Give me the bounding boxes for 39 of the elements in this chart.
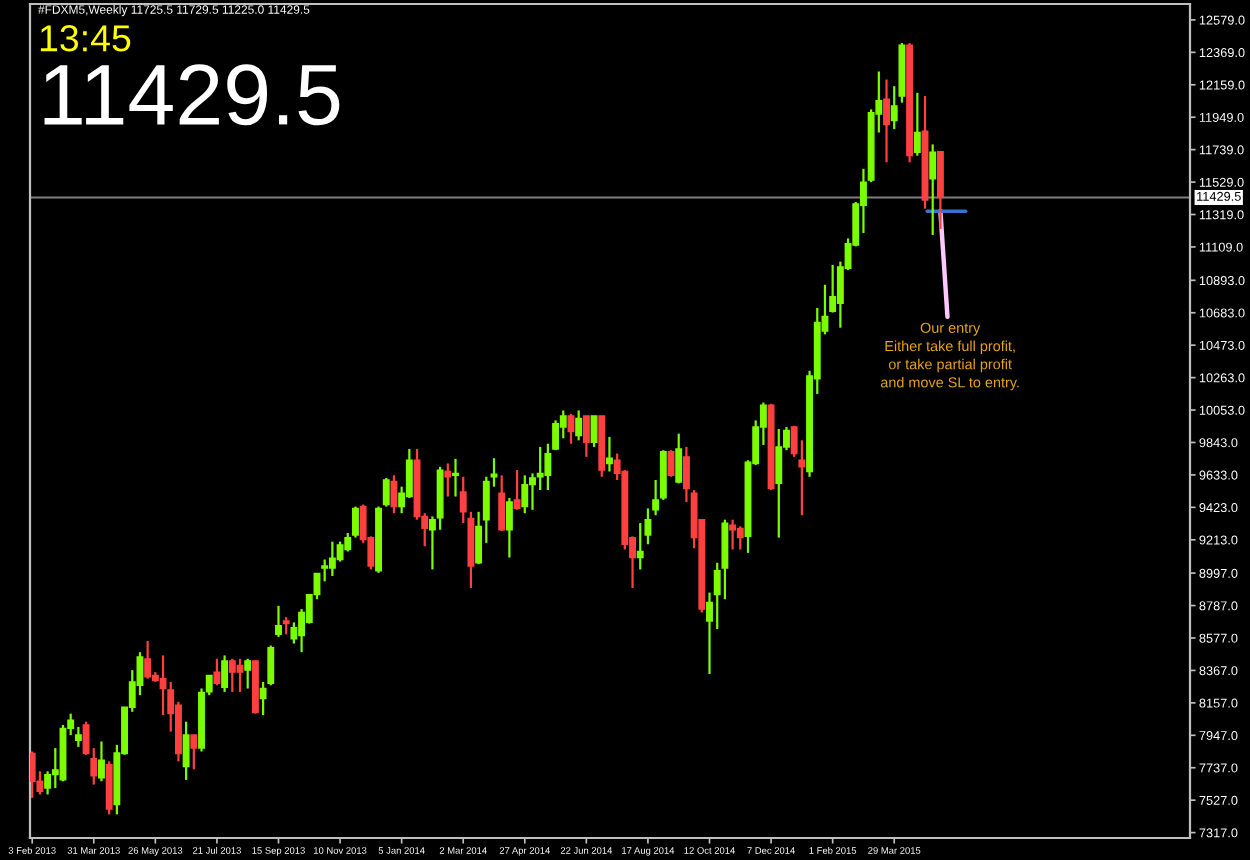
candlestick	[452, 457, 459, 498]
candlestick	[275, 604, 282, 639]
candlestick	[30, 750, 36, 799]
candlestick	[336, 540, 344, 563]
candlestick	[606, 435, 613, 473]
candlestick	[382, 476, 390, 508]
candlestick	[513, 469, 521, 511]
candlestick	[328, 540, 336, 578]
candlestick	[498, 474, 506, 533]
candlestick	[883, 78, 890, 164]
candlestick	[236, 657, 244, 694]
candlestick	[775, 427, 783, 539]
candlestick	[98, 740, 105, 783]
candlestick	[636, 521, 644, 571]
candlestick	[213, 657, 221, 687]
candlestick	[190, 733, 198, 771]
candlestick	[590, 414, 598, 449]
candlestick	[144, 639, 152, 680]
candlestick	[521, 474, 529, 515]
candlestick	[244, 657, 252, 690]
candlestick	[444, 462, 452, 498]
candlestick	[321, 558, 329, 583]
candlestick	[667, 449, 675, 478]
candlestick	[729, 518, 737, 551]
candlestick	[182, 720, 190, 782]
candlestick	[929, 143, 937, 237]
annotation: 11429.5	[44, 64, 340, 126]
candlestick	[105, 760, 113, 816]
candlestick	[575, 409, 583, 442]
candlestick	[736, 525, 744, 551]
candlestick	[228, 657, 236, 694]
candlestick	[221, 654, 229, 694]
candlestick	[675, 432, 683, 485]
candlestick	[390, 474, 398, 515]
candlestick	[582, 414, 590, 458]
candlestick	[913, 91, 921, 157]
candlestick	[936, 150, 944, 231]
candlestick	[505, 496, 513, 559]
annotation: 13:45	[40, 24, 131, 52]
